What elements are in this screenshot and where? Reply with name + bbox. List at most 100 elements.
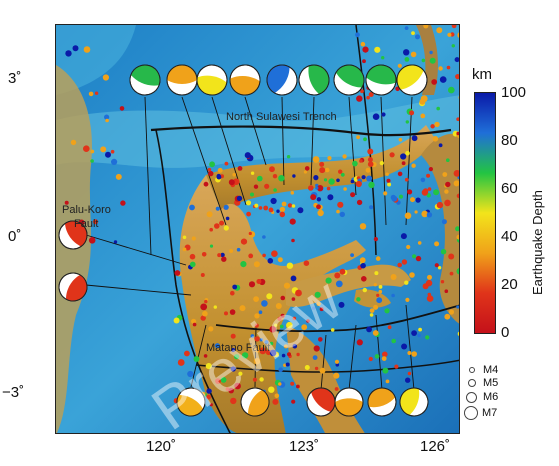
earthquake-dot [415,197,421,203]
earthquake-dot [204,299,208,304]
earthquake-dot [217,167,223,173]
colorbar-tick-60: 60 [501,180,518,197]
earthquake-dot [287,352,291,357]
earthquake-dot [382,367,389,374]
earthquake-dot [363,137,367,142]
earthquake-dot [386,178,391,183]
earthquake-dot [365,167,371,173]
earthquake-dot [272,398,279,405]
earthquake-dot [287,203,293,208]
earthquake-dot [417,241,422,245]
earthquake-dot [250,334,255,338]
earthquake-dot [276,209,280,213]
earthquake-dot [366,95,370,100]
earthquake-dot [291,297,296,301]
earthquake-dot [201,252,207,257]
earthquake-dot [410,51,417,58]
earthquake-dot [444,289,449,294]
earthquake-dot [423,25,429,29]
earthquake-dot [446,158,450,162]
earthquake-dot [297,207,304,214]
earthquake-dot [439,76,447,83]
earthquake-dot [316,204,321,210]
earthquake-dot [385,172,389,176]
earthquake-dot [111,158,118,165]
earthquake-dot [445,181,451,188]
earthquake-dot [440,280,445,284]
earthquake-dot [457,32,459,38]
earthquake-dot [451,44,455,48]
earthquake-dot [286,321,293,329]
earthquake-dot [224,311,228,316]
focal-mechanism-beachball [229,64,261,96]
earthquake-dot [224,161,229,166]
earthquake-dot [292,174,296,178]
earthquake-dot [200,273,205,277]
earthquake-dot [362,59,366,64]
earthquake-dot [361,175,366,180]
earthquake-dot [316,185,324,192]
earthquake-dot [269,341,274,346]
colorbar-title: Earthquake Depth [530,190,545,295]
focal-mechanism-beachball [306,387,336,417]
sangihe-islands [416,25,438,95]
earthquake-dot [274,323,278,327]
earthquake-dot [104,114,110,120]
earthquake-dot [308,185,314,191]
earthquake-dot [340,172,345,177]
earthquake-dot [94,91,99,95]
earthquake-dot [286,262,294,269]
earthquake-dot [192,322,197,327]
earthquake-dot [418,327,422,332]
earthquake-dot [411,31,415,35]
earthquake-dot [241,352,249,359]
earthquake-dot [441,219,447,225]
earthquake-dot [220,377,227,383]
earthquake-dot [314,291,321,298]
earthquake-dot [225,387,230,391]
earthquake-dot [339,211,345,218]
earthquake-dot [290,381,295,386]
earthquake-dot [337,201,344,208]
earthquake-dot [433,189,440,196]
earthquake-dot [369,308,375,313]
earthquake-dot [234,354,240,360]
earthquake-dot [231,347,236,353]
earthquake-dot [453,170,459,177]
earthquake-dot [283,363,287,367]
earthquake-dot [446,65,451,70]
earthquake-dot [327,194,334,201]
earthquake-dot [236,247,241,252]
earthquake-dot [356,199,363,206]
earthquake-dot [355,32,360,38]
earthquake-dot [427,292,432,297]
focal-mechanism-beachball [365,64,397,96]
earthquake-dot [303,170,307,174]
earthquake-dot [328,178,335,185]
earthquake-dot [313,175,319,181]
earthquake-dot [280,295,286,301]
earthquake-dot [182,247,187,252]
earthquake-dot [369,205,374,210]
earthquake-dot [115,173,122,180]
earthquake-epicenters [64,25,459,407]
seismicity-map: North Sulawesi Trench Palu-Koro Fault Ma… [56,25,459,433]
earthquake-dot [436,27,443,34]
earthquake-dot [253,184,259,189]
earthquake-dot [269,166,275,173]
earthquake-dot [409,110,415,116]
earthquake-dot [292,316,297,321]
lat-label-0: 0˚ [8,228,22,245]
earthquake-dot [206,211,213,218]
mag-legend-label: M6 [483,391,499,403]
earthquake-dot [456,131,459,136]
earthquake-dot [456,305,459,309]
earthquake-dot [290,191,295,195]
earthquake-dot [411,135,418,142]
earthquake-dot [263,205,269,211]
earthquake-dot [407,351,412,355]
earthquake-dot [409,272,415,278]
earthquake-dot [338,301,345,308]
earthquake-dot [434,263,439,268]
earthquake-dot [335,363,340,367]
